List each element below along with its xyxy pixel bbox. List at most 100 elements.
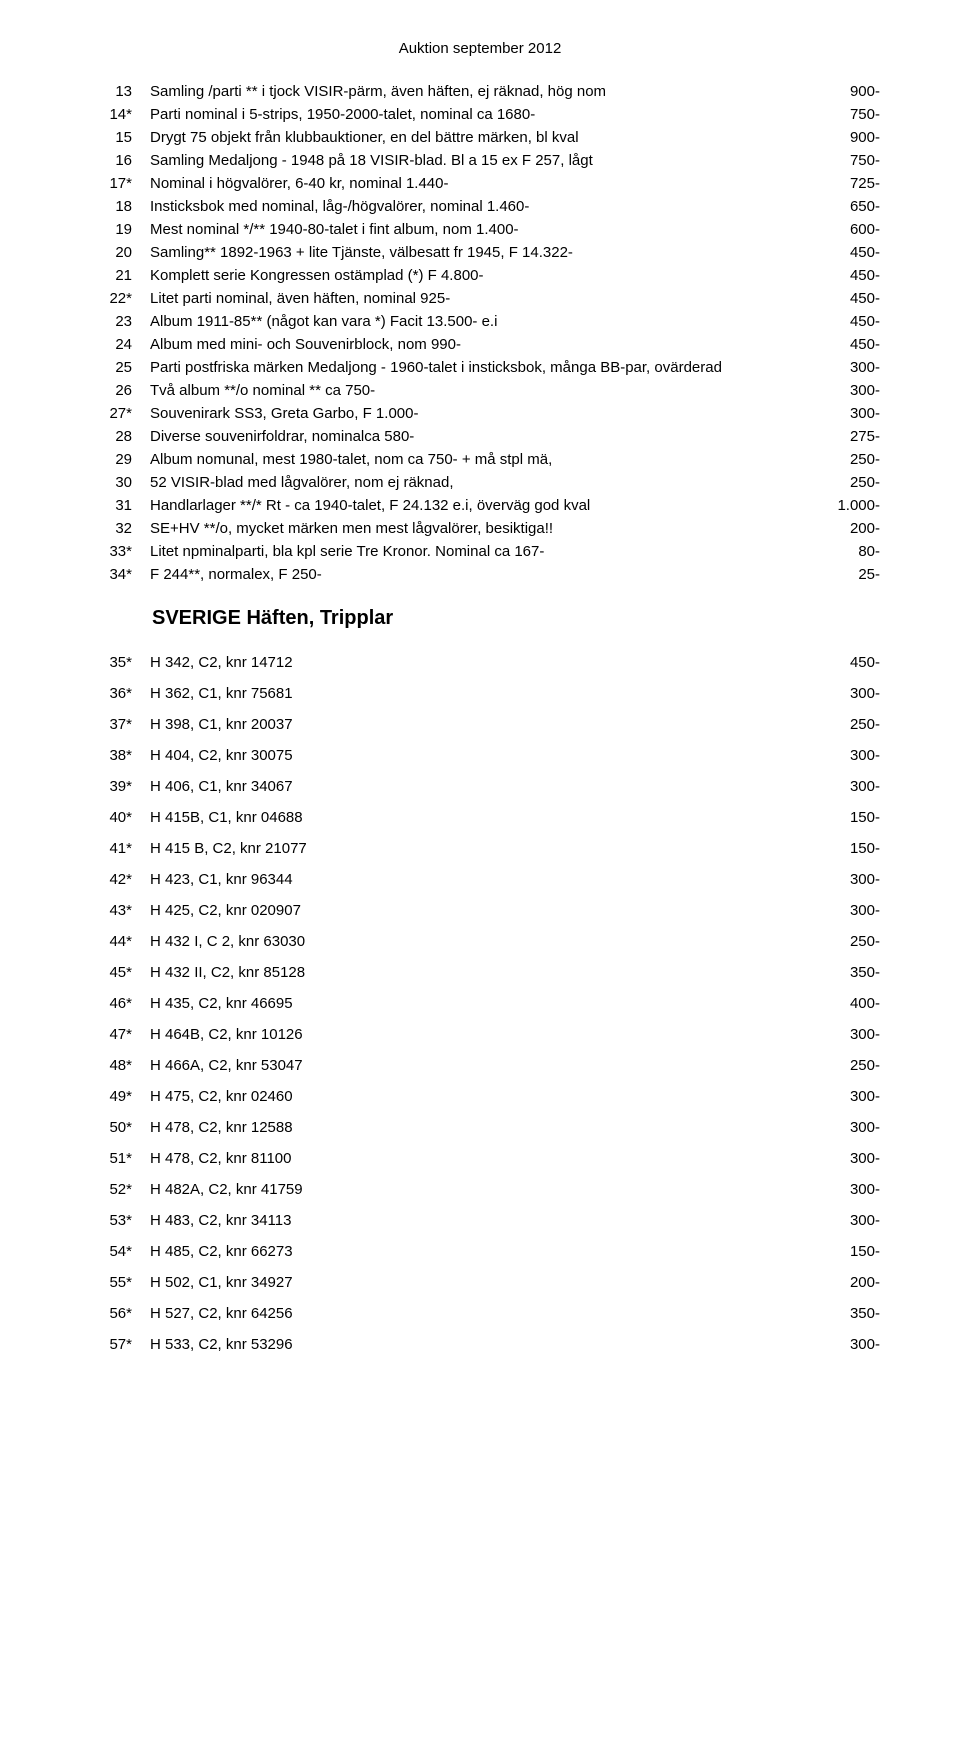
lot-price: 650- bbox=[800, 196, 880, 217]
lot-description: Litet npminalparti, bla kpl serie Tre Kr… bbox=[150, 541, 800, 562]
page-title: Auktion september 2012 bbox=[80, 40, 880, 57]
lot-description: 52 VISIR-blad med lågvalörer, nom ej räk… bbox=[150, 472, 800, 493]
lot-price: 150- bbox=[800, 807, 880, 828]
lot-row: 41*H 415 B, C2, knr 21077150- bbox=[80, 838, 880, 859]
lot-description: H 478, C2, knr 12588 bbox=[150, 1117, 800, 1138]
lot-price: 250- bbox=[800, 449, 880, 470]
lot-description: Samling /parti ** i tjock VISIR-pärm, äv… bbox=[150, 81, 800, 102]
lot-number: 22* bbox=[80, 288, 150, 309]
lot-number: 27* bbox=[80, 403, 150, 424]
lot-row: 19Mest nominal */** 1940-80-talet i fint… bbox=[80, 219, 880, 240]
lot-number: 44* bbox=[80, 931, 150, 952]
lot-row: 17*Nominal i högvalörer, 6-40 kr, nomina… bbox=[80, 173, 880, 194]
lot-row: 37*H 398, C1, knr 20037250- bbox=[80, 714, 880, 735]
lot-price: 450- bbox=[800, 334, 880, 355]
lot-row: 53*H 483, C2, knr 34113300- bbox=[80, 1210, 880, 1231]
lot-description: Souvenirark SS3, Greta Garbo, F 1.000- bbox=[150, 403, 800, 424]
lot-price: 300- bbox=[800, 403, 880, 424]
lot-description: SE+HV **/o, mycket märken men mest lågva… bbox=[150, 518, 800, 539]
lot-price: 150- bbox=[800, 838, 880, 859]
lot-number: 18 bbox=[80, 196, 150, 217]
lot-price: 300- bbox=[800, 357, 880, 378]
lot-number: 37* bbox=[80, 714, 150, 735]
lot-number: 32 bbox=[80, 518, 150, 539]
lot-row: 16Samling Medaljong - 1948 på 18 VISIR-b… bbox=[80, 150, 880, 171]
lot-number: 51* bbox=[80, 1148, 150, 1169]
lot-price: 300- bbox=[800, 1148, 880, 1169]
lot-description: Handlarlager **/* Rt - ca 1940-talet, F … bbox=[150, 495, 800, 516]
lot-price: 300- bbox=[800, 1179, 880, 1200]
lot-price: 300- bbox=[800, 683, 880, 704]
lot-row: 21Komplett serie Kongressen ostämplad (*… bbox=[80, 265, 880, 286]
lot-number: 15 bbox=[80, 127, 150, 148]
lot-number: 48* bbox=[80, 1055, 150, 1076]
lot-number: 46* bbox=[80, 993, 150, 1014]
lot-price: 350- bbox=[800, 962, 880, 983]
lot-price: 750- bbox=[800, 150, 880, 171]
lot-row: 28Diverse souvenirfoldrar, nominalca 580… bbox=[80, 426, 880, 447]
lot-number: 47* bbox=[80, 1024, 150, 1045]
lot-description: H 485, C2, knr 66273 bbox=[150, 1241, 800, 1262]
lot-number: 29 bbox=[80, 449, 150, 470]
lot-number: 55* bbox=[80, 1272, 150, 1293]
lot-row: 15Drygt 75 objekt från klubbauktioner, e… bbox=[80, 127, 880, 148]
lot-description: Album nomunal, mest 1980-talet, nom ca 7… bbox=[150, 449, 800, 470]
lot-price: 725- bbox=[800, 173, 880, 194]
lot-price: 250- bbox=[800, 472, 880, 493]
lot-number: 23 bbox=[80, 311, 150, 332]
lot-price: 250- bbox=[800, 1055, 880, 1076]
lot-price: 450- bbox=[800, 652, 880, 673]
lot-row: 49*H 475, C2, knr 02460300- bbox=[80, 1086, 880, 1107]
lot-row: 14*Parti nominal i 5-strips, 1950-2000-t… bbox=[80, 104, 880, 125]
lot-row: 29Album nomunal, mest 1980-talet, nom ca… bbox=[80, 449, 880, 470]
lot-price: 250- bbox=[800, 931, 880, 952]
lot-row: 31Handlarlager **/* Rt - ca 1940-talet, … bbox=[80, 495, 880, 516]
lot-price: 300- bbox=[800, 1086, 880, 1107]
lot-row: 36*H 362, C1, knr 75681300- bbox=[80, 683, 880, 704]
lot-description: H 466A, C2, knr 53047 bbox=[150, 1055, 800, 1076]
lot-price: 150- bbox=[800, 1241, 880, 1262]
lot-row: 55*H 502, C1, knr 34927200- bbox=[80, 1272, 880, 1293]
lot-row: 23Album 1911-85** (något kan vara *) Fac… bbox=[80, 311, 880, 332]
lot-description: F 244**, normalex, F 250- bbox=[150, 564, 800, 585]
lot-row: 3052 VISIR-blad med lågvalörer, nom ej r… bbox=[80, 472, 880, 493]
lot-description: H 415B, C1, knr 04688 bbox=[150, 807, 800, 828]
lot-price: 350- bbox=[800, 1303, 880, 1324]
lot-row: 46*H 435, C2, knr 46695400- bbox=[80, 993, 880, 1014]
lot-row: 50*H 478, C2, knr 12588300- bbox=[80, 1117, 880, 1138]
lot-number: 16 bbox=[80, 150, 150, 171]
lot-row: 32SE+HV **/o, mycket märken men mest låg… bbox=[80, 518, 880, 539]
lot-number: 33* bbox=[80, 541, 150, 562]
lot-row: 20Samling** 1892-1963 + lite Tjänste, vä… bbox=[80, 242, 880, 263]
lot-price: 250- bbox=[800, 714, 880, 735]
lot-number: 43* bbox=[80, 900, 150, 921]
lot-description: H 482A, C2, knr 41759 bbox=[150, 1179, 800, 1200]
lot-number: 56* bbox=[80, 1303, 150, 1324]
section-1: 13Samling /parti ** i tjock VISIR-pärm, … bbox=[80, 81, 880, 585]
lot-price: 300- bbox=[800, 776, 880, 797]
lot-number: 36* bbox=[80, 683, 150, 704]
lot-row: 25Parti postfriska märken Medaljong - 19… bbox=[80, 357, 880, 378]
lot-number: 52* bbox=[80, 1179, 150, 1200]
lot-description: H 527, C2, knr 64256 bbox=[150, 1303, 800, 1324]
lot-row: 43*H 425, C2, knr 020907300- bbox=[80, 900, 880, 921]
lot-number: 39* bbox=[80, 776, 150, 797]
lot-number: 26 bbox=[80, 380, 150, 401]
lot-number: 42* bbox=[80, 869, 150, 890]
lot-number: 45* bbox=[80, 962, 150, 983]
lot-description: Album med mini- och Souvenirblock, nom 9… bbox=[150, 334, 800, 355]
lot-number: 31 bbox=[80, 495, 150, 516]
lot-row: 54*H 485, C2, knr 66273150- bbox=[80, 1241, 880, 1262]
lot-description: Nominal i högvalörer, 6-40 kr, nominal 1… bbox=[150, 173, 800, 194]
lot-row: 35*H 342, C2, knr 14712450- bbox=[80, 652, 880, 673]
lot-description: H 406, C1, knr 34067 bbox=[150, 776, 800, 797]
lot-description: H 404, C2, knr 30075 bbox=[150, 745, 800, 766]
lot-number: 17* bbox=[80, 173, 150, 194]
lot-description: H 533, C2, knr 53296 bbox=[150, 1334, 800, 1355]
lot-number: 57* bbox=[80, 1334, 150, 1355]
lot-description: Parti nominal i 5-strips, 1950-2000-tale… bbox=[150, 104, 800, 125]
lot-price: 750- bbox=[800, 104, 880, 125]
lot-price: 450- bbox=[800, 242, 880, 263]
lot-row: 40*H 415B, C1, knr 04688150- bbox=[80, 807, 880, 828]
lot-description: Mest nominal */** 1940-80-talet i fint a… bbox=[150, 219, 800, 240]
